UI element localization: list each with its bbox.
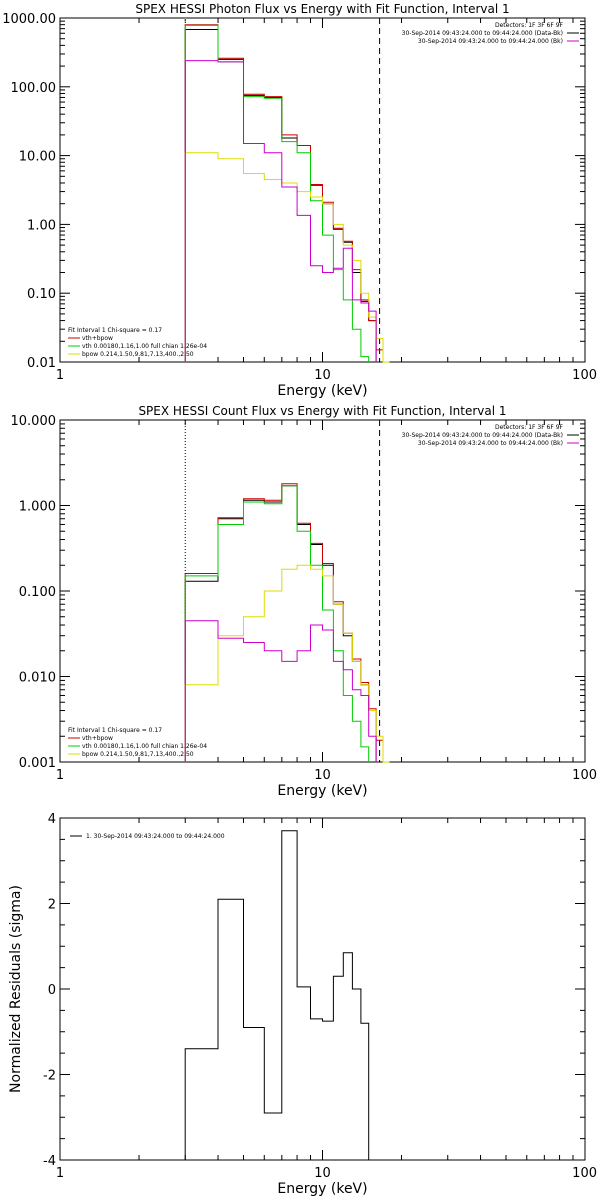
x-axis-label: Energy (keV) <box>277 1181 367 1197</box>
y-ticks: 4 2 0 -2 -4 <box>43 812 585 1169</box>
x-tick-label: 10 <box>314 768 331 783</box>
chart-count: SPEX HESSI Count Flux vs Energy with Fit… <box>11 404 598 799</box>
y-tick-label: 0.010 <box>19 671 56 686</box>
legend-top-left: 1. 30-Sep-2014 09:43:24.000 to 09:44:24.… <box>70 833 225 840</box>
y-tick-label: 1.000 <box>19 500 56 515</box>
legend-entry: Detectors: 1F 3F 6F 9F <box>495 22 564 29</box>
y-ticks: 1000.00 100.00 10.00 1.00 0.10 0.01 <box>2 12 585 371</box>
series-background <box>184 60 377 362</box>
legend-entry: 30-Sep-2014 09:43:24.000 to 09:44:24.000… <box>418 38 563 45</box>
x-tick-label: 1 <box>56 768 64 783</box>
y-tick-label: 0.01 <box>27 356 56 371</box>
series-vth <box>184 24 370 362</box>
legend-entry: 1. 30-Sep-2014 09:43:24.000 to 09:44:24.… <box>86 833 225 840</box>
x-axis-label: Energy (keV) <box>277 383 367 399</box>
legend-entry: vth+bpow <box>82 735 113 742</box>
series-group <box>184 483 390 763</box>
y-tick-label: 4 <box>48 812 56 827</box>
chart-residuals: 1 10 100 4 2 0 -2 -4 Energy (keV) Normalized Resi… <box>8 812 597 1197</box>
legend-entry: vth+bpow <box>82 335 113 342</box>
series-vth <box>184 485 370 762</box>
x-ticks: 1 10 100 <box>56 18 597 383</box>
y-tick-label: 1.00 <box>27 218 56 233</box>
y-tick-label: 0 <box>48 983 56 998</box>
legend-bottom-left: Fit Interval 1 Chi-square = 0.17vth+bpow… <box>68 727 207 758</box>
series-data <box>184 485 377 762</box>
x-ticks: 1 10 100 <box>56 818 597 1181</box>
chart-title: SPEX HESSI Count Flux vs Energy with Fit… <box>138 404 506 418</box>
y-axis-label: Normalized Residuals (sigma) <box>8 885 24 1093</box>
y-tick-label: -4 <box>43 1154 56 1169</box>
legend-entry: vth 0.00180,1.16,1.00 full chian 1.26e-0… <box>82 343 207 350</box>
plot-frame <box>59 817 586 1161</box>
x-tick-label: 10 <box>314 1166 331 1181</box>
y-tick-label: 10.000 <box>11 414 57 429</box>
legend-entry: 30-Sep-2014 09:43:24.000 to 09:44:24.000… <box>418 440 563 447</box>
legend-entry: Detectors: 1F 3F 6F 9F <box>495 424 564 431</box>
legend-entry: Fit Interval 1 Chi-square = 0.17 <box>68 327 162 334</box>
series-bpow <box>184 152 390 363</box>
legend-entry: 30-Sep-2014 09:43:24.000 to 09:44:24.000… <box>402 30 563 37</box>
y-ticks: 10.000 1.000 0.100 0.010 0.001 <box>11 414 585 771</box>
y-tick-label: 10.00 <box>19 150 56 165</box>
chart-title: SPEX HESSI Photon Flux vs Energy with Fi… <box>135 2 509 16</box>
x-tick-label: 100 <box>572 768 597 783</box>
series-total <box>184 483 384 762</box>
x-tick-label: 10 <box>314 368 331 383</box>
series-bpow <box>184 564 390 763</box>
series-background <box>184 620 377 762</box>
y-tick-label: 0.10 <box>27 287 56 302</box>
series-group <box>184 830 380 1161</box>
series-residuals <box>184 830 380 1161</box>
x-axis-label: Energy (keV) <box>277 783 367 799</box>
series-total <box>184 24 384 362</box>
y-tick-label: 100.00 <box>11 81 57 96</box>
x-tick-label: 1 <box>56 368 64 383</box>
y-tick-label: 0.001 <box>19 756 56 771</box>
y-tick-label: 2 <box>48 898 56 913</box>
x-tick-label: 100 <box>572 1166 597 1181</box>
series-group <box>184 24 390 363</box>
legend-bottom-left: Fit Interval 1 Chi-square = 0.17vth+bpow… <box>68 327 207 358</box>
legend-entry: bpow 0.214,1.50,9.81,7.13,400.,2.50 <box>82 751 194 758</box>
chart-photon: SPEX HESSI Photon Flux vs Energy with Fi… <box>2 2 597 399</box>
series-data <box>184 29 377 362</box>
legend-entry: vth 0.00180,1.16,1.00 full chian 1.26e-0… <box>82 743 207 750</box>
y-tick-label: -2 <box>43 1069 56 1084</box>
legend-entry: Fit Interval 1 Chi-square = 0.17 <box>68 727 162 734</box>
legend-entry: bpow 0.214,1.50,9.81,7.13,400.,2.50 <box>82 351 194 358</box>
x-tick-label: 100 <box>572 368 597 383</box>
y-tick-label: 0.100 <box>19 585 56 600</box>
x-tick-label: 1 <box>56 1166 64 1181</box>
legend-entry: 30-Sep-2014 09:43:24.000 to 09:44:24.000… <box>402 432 563 439</box>
y-tick-label: 1000.00 <box>2 12 56 27</box>
